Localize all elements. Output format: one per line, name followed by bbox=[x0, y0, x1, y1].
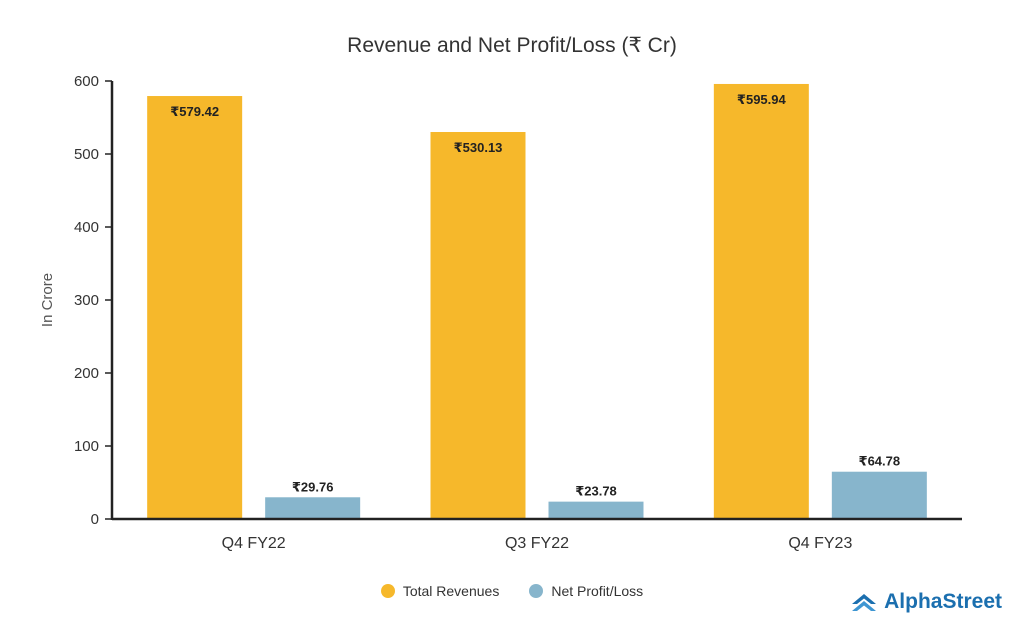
alphastreet-logo-icon bbox=[852, 594, 877, 611]
y-axis: 0 100 200 300 400 500 600 bbox=[74, 73, 112, 528]
bar-total-revenues-q4-fy22 bbox=[147, 96, 243, 519]
x-category-label: Q4 FY23 bbox=[788, 535, 852, 552]
y-tick-label: 600 bbox=[74, 73, 99, 90]
bar-total-revenues-q4-fy23 bbox=[713, 83, 809, 519]
data-label-total-revenues-q4-fy22: ₹579.42 bbox=[170, 104, 219, 119]
y-tick-label: 400 bbox=[74, 219, 99, 236]
brand-logo: AlphaStreet bbox=[850, 590, 1002, 614]
legend-label-total-revenues: Total Revenues bbox=[402, 583, 500, 599]
y-tick-label: 300 bbox=[74, 292, 99, 309]
bar-net-profit-loss-q4-fy23 bbox=[831, 471, 927, 519]
data-label-net-profit-loss-q3-fy22: ₹23.78 bbox=[575, 484, 617, 499]
x-category-label: Q4 FY22 bbox=[222, 535, 286, 552]
legend-label-net-profit-loss: Net Profit/Loss bbox=[551, 583, 644, 599]
data-label-net-profit-loss-q4-fy23: ₹64.78 bbox=[859, 454, 901, 469]
legend-marker-net-profit-loss bbox=[529, 584, 544, 598]
y-tick-label: 0 bbox=[91, 511, 99, 528]
legend-item-net-profit-loss: Net Profit/Loss bbox=[529, 583, 643, 599]
y-tick-label: 100 bbox=[74, 438, 99, 455]
data-label-total-revenues-q3-fy22: ₹530.13 bbox=[454, 140, 503, 155]
legend-marker-total-revenues bbox=[380, 584, 395, 598]
x-axis: Q4 FY22 Q3 FY22 Q4 FY23 bbox=[222, 535, 853, 552]
y-tick-label: 200 bbox=[74, 365, 99, 382]
bar-total-revenues-q3-fy22 bbox=[430, 132, 526, 519]
y-tick-label: 500 bbox=[74, 146, 99, 163]
y-axis-label: In Crore bbox=[39, 273, 56, 327]
legend: Total Revenues Net Profit/Loss bbox=[0, 583, 1024, 599]
bar-net-profit-loss-q3-fy22 bbox=[548, 501, 644, 519]
data-label-net-profit-loss-q4-fy22: ₹29.76 bbox=[292, 479, 334, 494]
plot-area: ₹579.42 ₹29.76 ₹530.13 ₹23.78 ₹595.94 ₹64.78 bbox=[147, 83, 927, 519]
legend-item-total-revenues: Total Revenues bbox=[380, 583, 500, 599]
x-category-label: Q3 FY22 bbox=[505, 535, 569, 552]
data-label-total-revenues-q4-fy23: ₹595.94 bbox=[737, 92, 787, 107]
brand-name: AlphaStreet bbox=[884, 590, 1002, 613]
chart-title: Revenue and Net Profit/Loss (₹ Cr) bbox=[347, 34, 677, 57]
bar-net-profit-loss-q4-fy22 bbox=[265, 497, 361, 519]
